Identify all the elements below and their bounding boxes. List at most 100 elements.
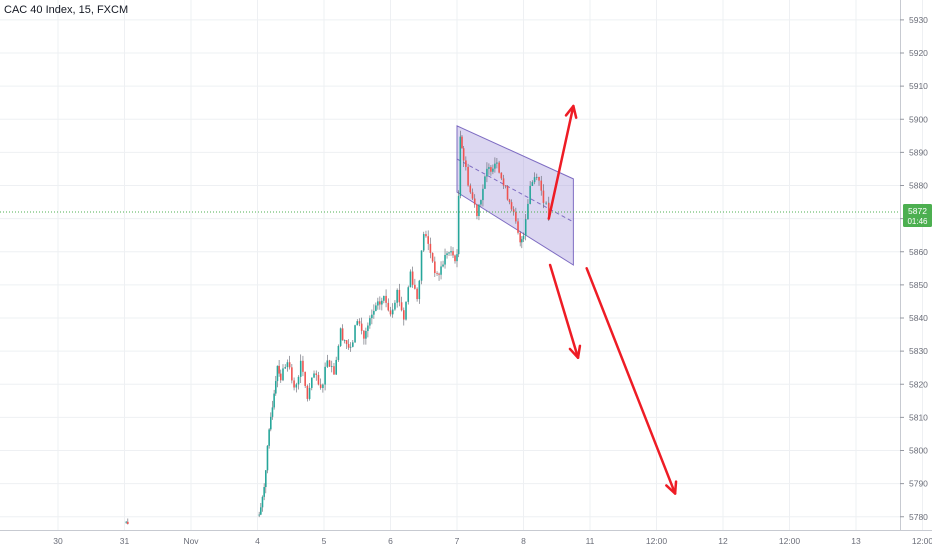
candle [461,136,463,149]
candle [418,280,421,300]
candle [326,360,329,367]
candle [333,366,335,375]
candle [500,172,503,179]
candle [498,162,500,173]
y-tick-label: 5920 [909,48,928,58]
candle [429,243,432,253]
x-tick-label: Nov [183,536,199,546]
candle [391,309,394,315]
candle [288,362,291,368]
descending-channel[interactable] [456,125,574,266]
candle [341,328,344,341]
candle [484,176,486,189]
y-tick-label: 5810 [909,412,928,422]
candle [517,221,519,233]
trend-arrow[interactable] [548,263,580,359]
candle [512,209,515,213]
candle [383,295,385,301]
candle [266,445,269,471]
y-tick-label: 5800 [909,446,928,456]
candle [492,168,494,172]
chart-title: CAC 40 Index, 15, FXCM [4,4,129,16]
candle [279,373,282,381]
y-tick-label: 5820 [909,379,928,389]
x-tick-label: 11 [586,536,595,546]
y-tick-label: 5910 [909,81,928,91]
candle [459,136,462,196]
candle [444,254,446,265]
candle [349,346,352,348]
candle [293,380,295,388]
candle [540,180,543,191]
candle [270,416,272,430]
candle [462,148,465,161]
candle [369,318,371,326]
trend-arrow[interactable] [585,267,677,495]
x-tick-label: 12:00 [779,536,801,546]
candle [347,344,350,348]
candle [450,251,452,253]
candle [345,340,348,345]
candle [339,328,342,346]
candle [469,185,472,193]
candle [473,198,476,205]
candle [367,325,369,331]
candle [394,302,396,310]
candle [304,371,306,386]
candle [365,330,367,339]
candle [480,200,482,205]
candle [373,310,375,315]
candle [389,310,392,315]
candle [354,325,356,343]
candle [414,284,416,289]
candle [521,239,523,243]
candle [542,190,545,203]
y-tick-label: 5900 [909,114,928,124]
candle [260,507,262,515]
trend-arrow[interactable] [547,104,575,220]
candle [425,234,427,237]
candle [352,342,354,347]
candle [263,487,265,497]
candle [371,314,373,319]
candle [291,367,293,381]
candle [284,367,287,369]
x-tick-label: 7 [455,536,460,546]
candle [324,366,326,385]
candle [454,255,456,262]
channel-midline [456,158,574,223]
candle [396,289,398,303]
candle [317,374,320,385]
candle [519,232,521,243]
candle [494,163,496,169]
candle [411,271,414,285]
candle [265,470,267,488]
candle [478,204,480,217]
candle [452,251,454,256]
candle [125,521,127,523]
candle [387,302,390,311]
candle [358,321,361,324]
candle [276,365,279,382]
candle [536,176,538,178]
candle [313,373,315,378]
candle [271,407,274,417]
trend-arrow-head [568,344,582,359]
candle [375,305,377,311]
candle [297,376,300,385]
candle [465,160,467,167]
candle [274,381,277,394]
candle [476,204,478,217]
candle [322,384,324,388]
x-tick-label: 12 [718,536,728,546]
candle [527,203,529,220]
trend-arrow-head [665,480,678,495]
candle [524,219,527,236]
candle [363,330,365,339]
candle [422,234,425,251]
candle [538,176,540,181]
x-tick-label: 6 [388,536,393,546]
candle [385,295,387,303]
